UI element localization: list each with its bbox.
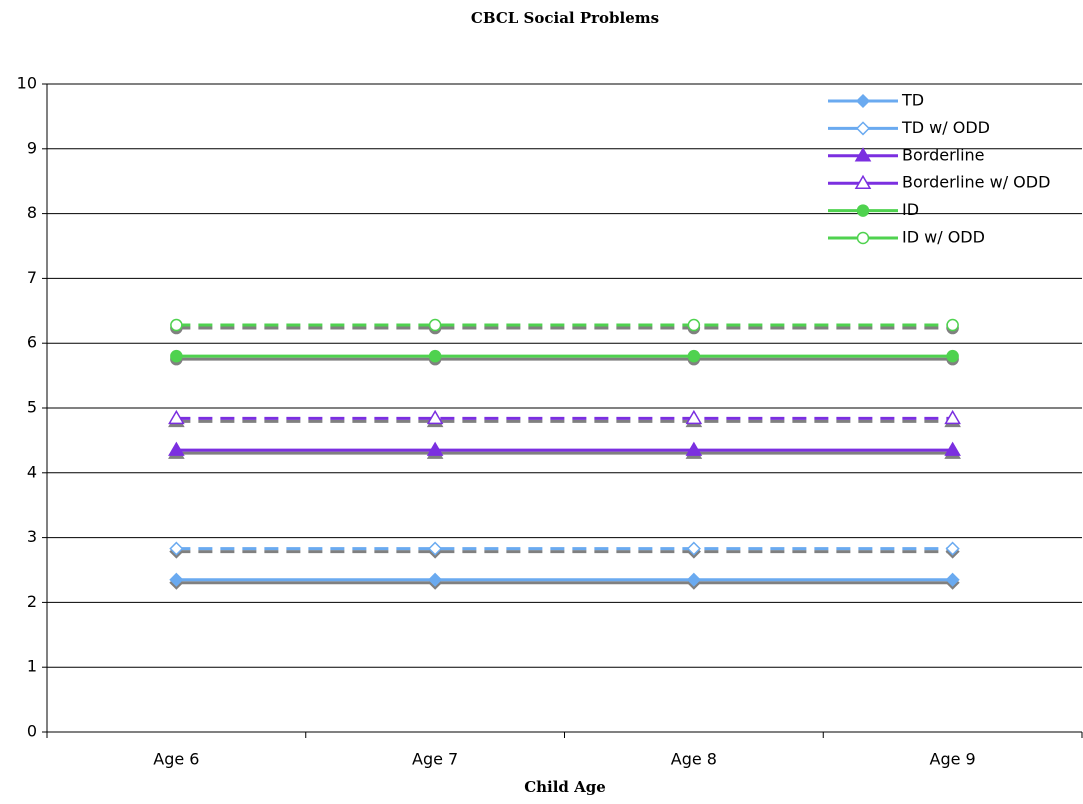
marker: [426, 409, 444, 425]
marker: [685, 409, 703, 425]
y-tick-label: 10: [17, 74, 37, 93]
x-tick-label: Age 7: [412, 750, 458, 769]
y-tick-label: 5: [27, 398, 37, 417]
marker: [944, 409, 961, 425]
marker: [946, 349, 959, 363]
y-tick-label: 9: [27, 138, 37, 157]
legend-label: ID w/ ODD: [902, 228, 985, 247]
x-tick-label: Age 9: [930, 750, 976, 769]
marker: [945, 541, 960, 556]
marker: [944, 441, 961, 456]
marker: [169, 541, 184, 556]
marker: [428, 541, 443, 556]
marker: [854, 174, 872, 189]
x-axis-label: Child Age: [524, 778, 606, 796]
y-tick-label: 1: [27, 657, 37, 676]
marker: [426, 441, 444, 456]
marker: [945, 572, 960, 587]
marker: [169, 572, 184, 587]
marker: [168, 441, 185, 456]
y-tick-label: 4: [27, 462, 37, 481]
y-tick-label: 2: [27, 592, 37, 611]
marker: [686, 572, 701, 587]
y-tick-label: 6: [27, 333, 37, 352]
marker: [428, 349, 442, 363]
marker: [687, 318, 701, 332]
marker: [686, 541, 701, 556]
marker: [855, 93, 871, 109]
marker: [428, 572, 443, 587]
legend-label: TD: [901, 91, 924, 110]
marker: [685, 441, 703, 456]
marker: [855, 121, 871, 136]
y-tick-label: 7: [27, 268, 37, 287]
legend-label: ID: [902, 200, 919, 219]
y-tick-label: 8: [27, 203, 37, 222]
legend-label: Borderline w/ ODD: [902, 173, 1050, 192]
marker: [854, 147, 872, 162]
x-tick-label: Age 6: [153, 750, 199, 769]
legend-label: TD w/ ODD: [901, 118, 990, 137]
chart-title: CBCL Social Problems: [471, 9, 659, 27]
marker: [168, 409, 185, 425]
x-tick-label: Age 8: [671, 750, 717, 769]
marker: [170, 349, 183, 363]
y-tick-label: 3: [27, 527, 37, 546]
marker: [170, 318, 183, 332]
marker: [687, 349, 701, 363]
marker: [856, 204, 870, 217]
marker: [428, 318, 442, 332]
y-tick-label: 0: [27, 722, 37, 741]
marker: [946, 318, 959, 332]
marker: [856, 231, 870, 245]
legend-label: Borderline: [902, 145, 985, 164]
